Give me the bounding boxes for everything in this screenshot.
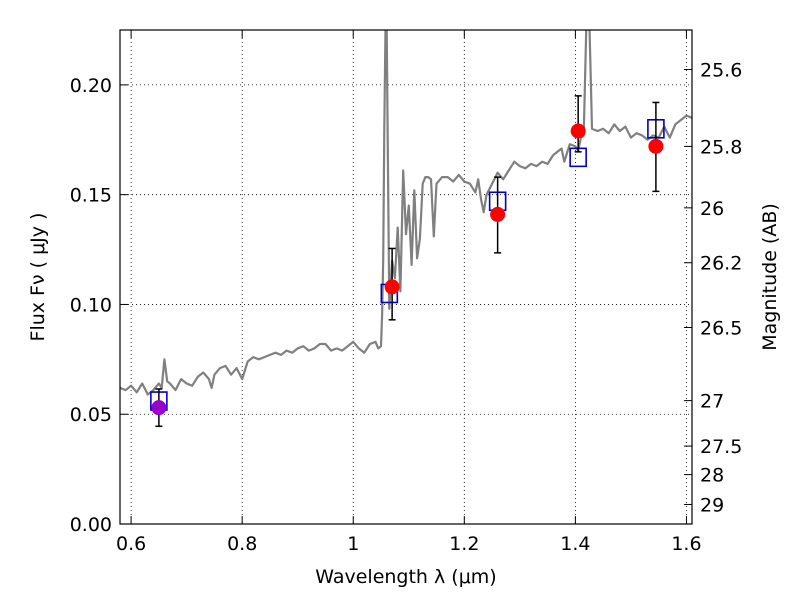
y-tick-label: 0.00 (70, 514, 112, 536)
x-tick-label: 1.6 (671, 533, 701, 555)
right-tick-label: 29 (700, 494, 724, 516)
right-tick-label: 28 (700, 465, 724, 487)
observed-point (570, 123, 586, 139)
right-tick-label: 26.5 (700, 317, 742, 339)
x-tick-label: 1 (347, 533, 359, 555)
right-axis-title: Magnitude (AB) (759, 203, 781, 351)
x-axis-title: Wavelength λ (μm) (315, 566, 496, 588)
right-tick-label: 27 (700, 391, 724, 413)
plot-frame (119, 29, 693, 525)
data-layer (120, 30, 692, 428)
x-tick-label: 0.6 (116, 533, 146, 555)
observed-point (490, 206, 506, 222)
right-tick-label: 25.6 (700, 60, 742, 82)
y-axis-title: Flux Fν ( μJy ) (27, 213, 49, 342)
x-tick-label: 1.4 (560, 533, 590, 555)
right-tick-label: 26.2 (700, 253, 742, 275)
right-tick-label: 27.5 (700, 436, 742, 458)
y-tick-label: 0.05 (70, 404, 112, 426)
observed-point (384, 279, 400, 295)
observed-point (151, 400, 167, 416)
x-tick-label: 1.2 (449, 533, 479, 555)
plot-background (120, 30, 692, 524)
right-tick-label: 25.8 (700, 136, 742, 158)
y-tick-label: 0.10 (70, 294, 112, 316)
observed-point (648, 138, 664, 154)
y-tick-label: 0.15 (70, 185, 112, 207)
x-tick-label: 0.8 (227, 533, 257, 555)
ticks: 0.6 0.8 1 1.2 1.4 1.6 0.00 0.05 0.10 0.15 0.20 25.6… (70, 30, 742, 555)
right-tick-label: 26 (700, 198, 724, 220)
y-tick-label: 0.20 (70, 75, 112, 97)
